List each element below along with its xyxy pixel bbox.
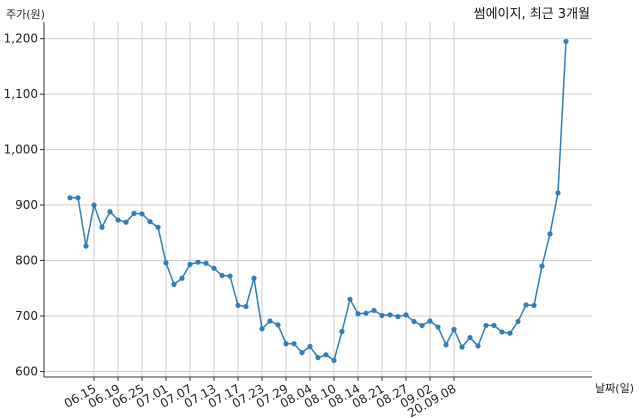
data-point: [115, 217, 121, 223]
data-point: [331, 357, 337, 363]
series-line: [70, 41, 567, 362]
data-point: [243, 303, 249, 310]
data-point: [67, 195, 73, 201]
data-point: [363, 310, 369, 316]
data-point: [179, 275, 185, 281]
y-tick-label: 1,000: [4, 143, 38, 157]
y-tick-label: 900: [15, 198, 38, 212]
data-point: [403, 312, 409, 318]
data-point: [427, 318, 433, 324]
data-point: [283, 341, 289, 347]
y-tick-label: 1,200: [4, 32, 38, 46]
data-point: [227, 273, 233, 279]
data-point: [235, 302, 241, 309]
data-point: [523, 302, 529, 308]
y-tick-label: 700: [15, 309, 38, 323]
data-point: [155, 224, 161, 230]
data-point: [419, 322, 425, 329]
y-tick-label: 1,100: [4, 87, 38, 101]
price-line: [70, 41, 567, 362]
data-point: [347, 296, 353, 302]
data-point: [275, 322, 281, 328]
data-point: [387, 312, 393, 318]
data-point: [291, 341, 297, 347]
y-tick-label: 600: [15, 364, 38, 378]
data-point: [547, 231, 553, 237]
data-point: [323, 352, 329, 358]
data-point: [307, 343, 313, 350]
data-point: [491, 322, 497, 329]
y-axis-label: 주가(원): [6, 8, 45, 21]
data-point: [467, 335, 473, 341]
data-point: [435, 324, 441, 330]
x-axis-label: 날짜(일): [595, 381, 634, 395]
data-point: [539, 263, 545, 269]
data-point: [475, 343, 481, 349]
data-point: [555, 190, 561, 196]
data-point: [123, 219, 129, 225]
data-point: [91, 202, 97, 208]
data-point: [355, 311, 361, 317]
data-point: [499, 329, 505, 335]
data-point: [219, 272, 225, 279]
axes: [40, 22, 592, 381]
data-point: [267, 318, 273, 324]
data-point: [379, 312, 385, 319]
data-point: [531, 302, 537, 309]
data-point: [507, 330, 513, 336]
data-point: [107, 209, 113, 215]
data-point: [131, 210, 137, 216]
data-point: [299, 349, 305, 356]
data-point: [259, 326, 265, 332]
data-point: [203, 260, 209, 266]
data-point: [211, 265, 217, 271]
data-point: [195, 259, 201, 265]
data-point: [83, 243, 89, 249]
data-point: [563, 38, 569, 45]
data-point: [371, 307, 377, 314]
data-point: [75, 195, 81, 201]
y-tick-label: 800: [15, 254, 38, 268]
data-point: [411, 318, 417, 325]
data-point: [99, 224, 105, 230]
grid-lines: [44, 22, 592, 377]
series-points: [67, 38, 569, 363]
data-point: [163, 260, 169, 266]
data-point: [187, 261, 193, 267]
data-point: [339, 328, 345, 335]
tick-labels: 6007008009001,0001,1001,20006.1506.1906.…: [4, 32, 459, 419]
data-point: [451, 326, 457, 332]
data-point: [251, 275, 257, 281]
data-point: [515, 318, 521, 325]
chart-title: 썸에이지, 최근 3개월: [474, 7, 590, 22]
data-point: [443, 342, 449, 348]
data-point: [483, 322, 489, 329]
data-point: [315, 354, 321, 361]
data-point: [395, 313, 401, 320]
data-point: [171, 281, 177, 287]
data-point: [139, 211, 145, 217]
data-point: [147, 219, 153, 225]
data-point: [459, 344, 465, 350]
